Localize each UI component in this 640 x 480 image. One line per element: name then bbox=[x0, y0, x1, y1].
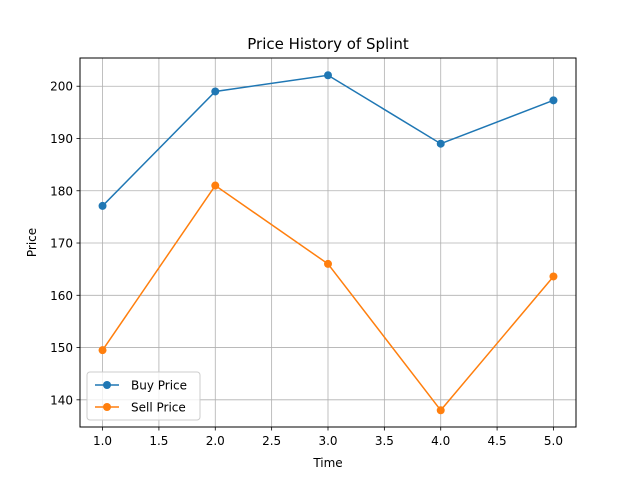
x-tick-label: 3.0 bbox=[318, 434, 337, 448]
x-tick-label: 5.0 bbox=[544, 434, 563, 448]
x-tick-label: 1.5 bbox=[149, 434, 168, 448]
x-tick-label: 4.0 bbox=[431, 434, 450, 448]
buy-price-point bbox=[98, 201, 107, 210]
x-tick-label: 2.0 bbox=[206, 434, 225, 448]
y-tick-label: 180 bbox=[50, 184, 73, 198]
sell-price-point bbox=[98, 346, 107, 355]
sell-price-point bbox=[324, 259, 332, 268]
y-tick-label: 160 bbox=[50, 289, 73, 303]
series-layer bbox=[98, 71, 558, 415]
y-tick-label: 170 bbox=[50, 237, 73, 251]
legend-marker-sell-price bbox=[103, 403, 111, 411]
x-axis-label: Time bbox=[312, 456, 342, 470]
legend-label-sell-price: Sell Price bbox=[131, 401, 186, 415]
legend-box bbox=[86, 371, 201, 421]
legend: Buy Price Sell Price bbox=[86, 371, 201, 421]
sell-price-point bbox=[549, 272, 558, 281]
buy-price-point bbox=[324, 71, 332, 80]
chart-title: Price History of Splint bbox=[247, 35, 409, 53]
y-axis-label: Price bbox=[25, 228, 39, 257]
buy-price-point bbox=[211, 87, 220, 96]
x-tick-label: 4.5 bbox=[488, 434, 507, 448]
axis-ticks: 1.0 1.5 2.0 2.5 3.0 3.5 4.0 4.5 5.0 140 150 160 170 1… bbox=[50, 80, 563, 448]
sell-price-point bbox=[436, 406, 445, 415]
grid-lines bbox=[80, 58, 576, 427]
y-tick-label: 200 bbox=[50, 80, 73, 94]
x-tick-label: 2.5 bbox=[262, 434, 281, 448]
y-tick-label: 190 bbox=[50, 132, 73, 146]
x-tick-label: 3.5 bbox=[375, 434, 394, 448]
sell-price-point bbox=[211, 181, 220, 190]
y-tick-label: 140 bbox=[50, 393, 73, 407]
y-tick-label: 150 bbox=[50, 341, 73, 355]
legend-label-buy-price: Buy Price bbox=[131, 379, 187, 393]
legend-marker-buy-price bbox=[103, 381, 111, 389]
x-tick-label: 1.0 bbox=[93, 434, 112, 448]
buy-price-point bbox=[436, 139, 445, 148]
buy-price-point bbox=[549, 96, 558, 105]
